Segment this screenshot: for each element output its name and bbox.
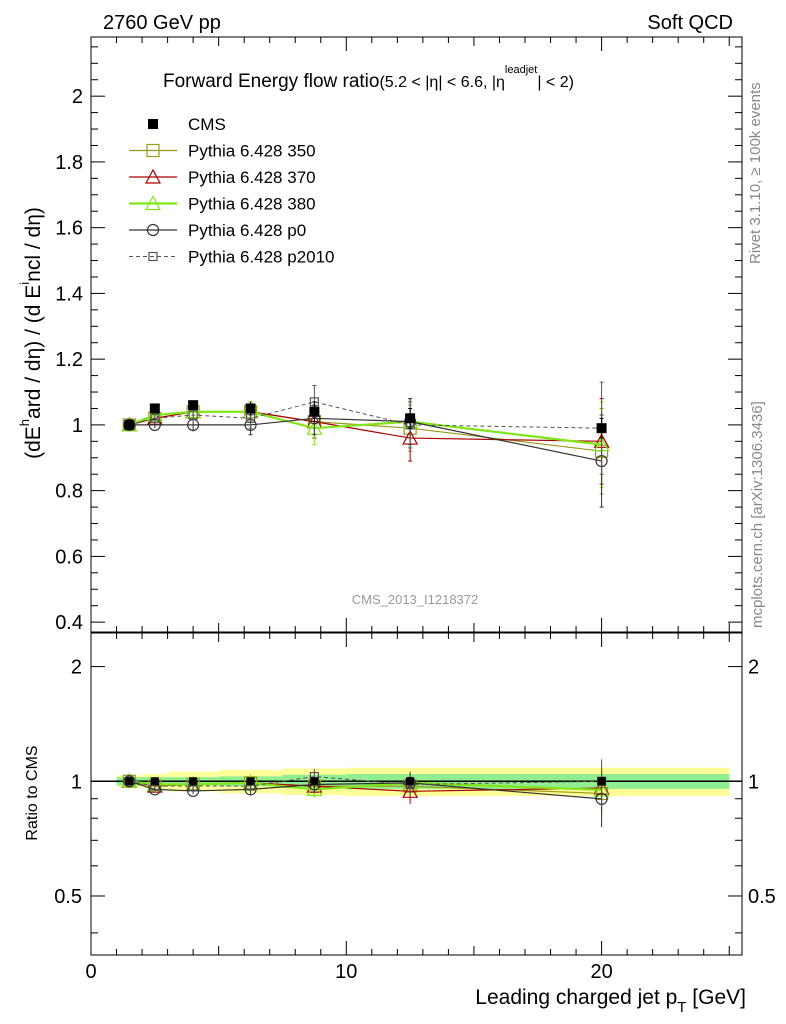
y-tick-label: 1.8 (55, 152, 83, 174)
legend-label: Pythia 6.428 380 (188, 195, 316, 214)
data-point-CMS (245, 403, 256, 414)
ratio-point-CMS (597, 777, 606, 786)
ratio-series-group (121, 759, 610, 828)
x-tick-label: 0 (85, 961, 96, 983)
ratio-point-CMS (310, 777, 319, 786)
y-tick-label: 1.2 (55, 349, 83, 371)
mcplots-label: mcplots.cern.ch [arXiv:1306.3436] (749, 401, 766, 628)
ratio-y-tick-label-right: 0.5 (748, 886, 776, 908)
plot-title-cut-end: | < 2) (537, 74, 574, 91)
x-axis-label-unit: [GeV] (686, 986, 746, 1009)
y-axis-label-sup2: i (17, 282, 32, 285)
data-point-CMS (124, 419, 135, 430)
x-axis-label-sub: T (677, 999, 686, 1016)
main-panel: 0.4 0.6 0.8 1 1.2 1.4 1.6 1.8 2 CMS_2013_I121837… (17, 36, 743, 634)
analysis-watermark: CMS_2013_I1218372 (352, 592, 479, 607)
legend-item-CMS: CMS (148, 115, 226, 134)
series-p0 (123, 398, 608, 508)
y-tick-label: 0.8 (55, 481, 83, 503)
y-axis-label-part2: ard / dη) / (d E (22, 285, 45, 419)
x-tick-label: 20 (590, 961, 612, 983)
main-frame (90, 36, 743, 633)
main-y-tick-labels: 0.4 0.6 0.8 1 1.2 1.4 1.6 1.8 2 (55, 86, 83, 634)
legend-marker-350 (146, 143, 160, 158)
ratio-y-tick-label-right: 2 (748, 657, 759, 679)
data-point-CMS (405, 413, 416, 424)
y-axis-label: (dEhard / dη) / (d Eincl / dη) (17, 207, 45, 459)
ratio-y-tick-label-right: 1 (748, 771, 759, 793)
legend-label: Pythia 6.428 370 (188, 168, 316, 187)
y-axis-label-part1: (dE (22, 426, 45, 459)
process-label: Soft QCD (647, 12, 733, 34)
data-point-CMS (149, 403, 160, 414)
ratio-point-370 (402, 783, 419, 798)
ratio-y-tick-labels: 0.5 0.5 1 1 2 2 (54, 657, 776, 908)
y-tick-label: 1 (72, 415, 83, 437)
legend-label: Pythia 6.428 350 (188, 142, 316, 161)
x-axis-label-text: Leading charged jet p (475, 986, 677, 1009)
x-tick-label: 10 (335, 961, 357, 983)
plot-title-sup: leadjet (505, 64, 537, 76)
legend-label: CMS (188, 115, 226, 134)
x-tick-labels: 0 10 20 (85, 961, 612, 983)
rivet-version-label: Rivet 3.1.10, ≥ 100k events (747, 82, 764, 264)
ratio-axis-ticks (90, 633, 742, 955)
y-tick-label: 0.4 (55, 612, 83, 634)
series-CMS (124, 400, 607, 439)
y-tick-label: 1.4 (55, 283, 83, 305)
legend-marker-p0 (146, 223, 160, 237)
legend-item-380: Pythia 6.428 380 (129, 195, 316, 214)
main-axis-ticks (90, 37, 742, 632)
ratio-y-axis-label: Ratio to CMS (24, 745, 41, 840)
energy-label: 2760 GeV pp (103, 12, 221, 34)
ratio-y-tick-label: 0.5 (54, 886, 82, 908)
legend-marker-CMS (148, 119, 158, 129)
y-axis-label-sup1: h (17, 419, 32, 426)
data-point-p2010 (150, 413, 160, 423)
y-tick-label: 2 (72, 86, 83, 108)
legend-item-350: Pythia 6.428 350 (129, 142, 316, 161)
legend-marker-370 (144, 168, 162, 184)
ratio-panel: 0.5 0.5 1 1 2 2 Ratio to CMS (24, 632, 776, 956)
legend: CMS Pythia 6.428 350 Pythia 6.428 370 Pythi… (129, 115, 335, 267)
data-point-CMS (596, 423, 607, 434)
legend-label: Pythia 6.428 p0 (188, 221, 306, 240)
ratio-frame (90, 632, 743, 956)
y-axis-label-part3: ncl / dη) (22, 207, 45, 282)
ratio-point-CMS (406, 777, 415, 786)
main-series-group (121, 381, 610, 508)
legend-item-370: Pythia 6.428 370 (129, 168, 316, 187)
y-tick-label: 0.6 (55, 546, 83, 568)
data-point-p2010 (188, 410, 198, 420)
plot-title-cut: (5.2 < |η| < 6.6, |η (379, 74, 504, 91)
y-tick-label: 1.6 (55, 218, 83, 240)
legend-item-p0: Pythia 6.428 p0 (129, 221, 306, 240)
data-point-CMS (309, 406, 320, 417)
ratio-series-CMS (125, 777, 606, 786)
ratio-y-tick-label: 2 (71, 657, 82, 679)
ratio-point-CMS (125, 777, 134, 786)
ratio-point-CMS (189, 777, 198, 786)
legend-marker-p2010 (148, 251, 158, 262)
legend-item-p2010: Pythia 6.428 p2010 (129, 248, 335, 267)
data-point-CMS (188, 400, 199, 411)
ratio-point-p0 (123, 775, 136, 788)
ratio-point-CMS (246, 777, 255, 786)
data-point-p0 (123, 418, 136, 432)
x-axis-label: Leading charged jet pT [GeV] (475, 986, 746, 1016)
legend-label: Pythia 6.428 p2010 (188, 248, 335, 267)
ratio-y-tick-label: 1 (71, 771, 82, 793)
plot-title-main: Forward Energy flow ratio (163, 71, 379, 92)
ratio-point-CMS (150, 777, 159, 786)
legend-marker-380 (144, 195, 162, 211)
plot-title: Forward Energy flow ratio(5.2 < |η| < 6.… (163, 64, 574, 92)
